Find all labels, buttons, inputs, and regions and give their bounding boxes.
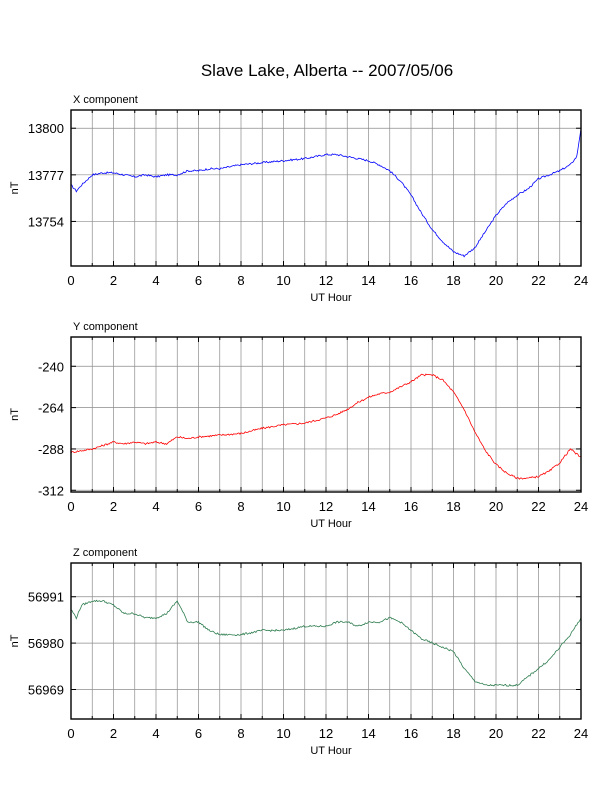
x-tick-label: 14 — [361, 273, 375, 288]
x-tick-label: 12 — [319, 499, 333, 514]
x-tick-label: 2 — [110, 726, 117, 741]
x-tick-label: 24 — [574, 726, 588, 741]
x-tick-label: 10 — [276, 273, 290, 288]
x-tick-label: 4 — [152, 273, 159, 288]
x-tick-label: 22 — [531, 499, 545, 514]
x-tick-label: 2 — [110, 499, 117, 514]
x-tick-label: 10 — [276, 726, 290, 741]
y-tick-label: 56969 — [28, 682, 64, 697]
x-tick-label: 18 — [446, 726, 460, 741]
y-tick-label: -240 — [38, 359, 64, 374]
x-tick-label: 4 — [152, 499, 159, 514]
x-tick-label: 16 — [404, 273, 418, 288]
x-tick-label: 14 — [361, 726, 375, 741]
x-tick-label: 22 — [531, 726, 545, 741]
x-tick-label: 2 — [110, 273, 117, 288]
x-tick-label: 8 — [237, 273, 244, 288]
y-tick-label: 13777 — [28, 168, 64, 183]
x-tick-label: 12 — [319, 273, 333, 288]
y-tick-label: -264 — [38, 401, 64, 416]
y-tick-label: 13754 — [28, 214, 64, 229]
x-tick-label: 0 — [67, 499, 74, 514]
y-tick-label: -288 — [38, 442, 64, 457]
x-tick-label: 24 — [574, 273, 588, 288]
x-tick-label: 22 — [531, 273, 545, 288]
x-tick-label: 6 — [195, 726, 202, 741]
x-tick-label: 18 — [446, 499, 460, 514]
x-tick-label: 14 — [361, 499, 375, 514]
x-tick-label: 0 — [67, 273, 74, 288]
x-tick-label: 16 — [404, 499, 418, 514]
y-tick-label: 13800 — [28, 121, 64, 136]
x-tick-label: 10 — [276, 499, 290, 514]
x-tick-label: 6 — [195, 499, 202, 514]
component-label: Z component — [73, 547, 137, 559]
x-tick-label: 20 — [489, 499, 503, 514]
series-line — [70, 373, 582, 480]
x-axis-label: UT Hour — [310, 745, 352, 757]
y-tick-label: 56980 — [28, 636, 64, 651]
y-tick-label: -312 — [38, 483, 64, 498]
y-tick-label: 56991 — [28, 590, 64, 605]
x-tick-label: 16 — [404, 726, 418, 741]
y-axis-label: nT — [9, 408, 21, 421]
x-axis-label: UT Hour — [310, 292, 352, 304]
x-tick-label: 20 — [489, 726, 503, 741]
component-label: X component — [73, 94, 138, 106]
x-tick-label: 24 — [574, 499, 588, 514]
x-tick-label: 12 — [319, 726, 333, 741]
series-line — [70, 128, 582, 258]
x-tick-label: 18 — [446, 273, 460, 288]
x-tick-label: 20 — [489, 273, 503, 288]
x-axis-label: UT Hour — [310, 518, 352, 530]
series-line — [70, 599, 582, 687]
x-tick-label: 4 — [152, 726, 159, 741]
y-axis-label: nT — [9, 181, 21, 194]
x-tick-label: 6 — [195, 273, 202, 288]
x-tick-label: 8 — [237, 499, 244, 514]
x-tick-label: 0 — [67, 726, 74, 741]
x-tick-label: 8 — [237, 726, 244, 741]
component-label: Y component — [73, 321, 138, 333]
y-axis-label: nT — [9, 634, 21, 647]
figure-title: Slave Lake, Alberta -- 2007/05/06 — [201, 61, 453, 80]
